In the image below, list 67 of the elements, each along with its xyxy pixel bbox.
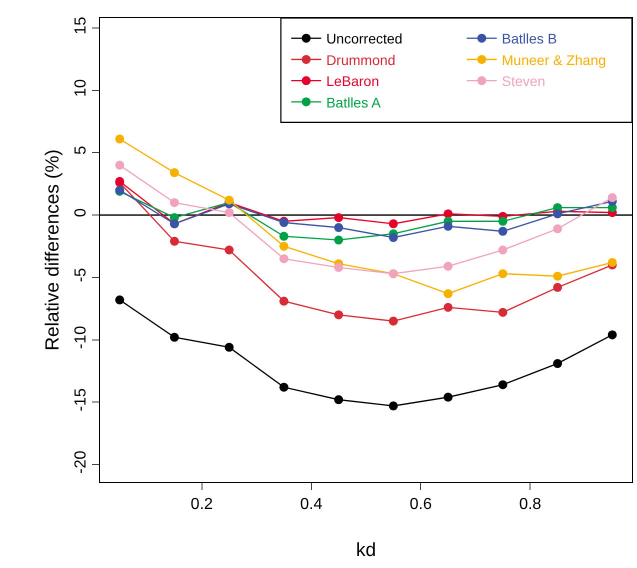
y-tick-label: 10 bbox=[72, 78, 90, 97]
legend-label: Uncorrected bbox=[326, 30, 402, 47]
x-axis-title: kd bbox=[356, 540, 376, 561]
point bbox=[498, 216, 508, 226]
x-tick-label: 0.6 bbox=[410, 496, 432, 514]
legend-label: Steven bbox=[502, 73, 546, 90]
point bbox=[498, 380, 508, 390]
point bbox=[279, 296, 288, 306]
point bbox=[224, 196, 234, 205]
point bbox=[170, 236, 179, 246]
point bbox=[444, 302, 453, 312]
point bbox=[444, 392, 453, 402]
point bbox=[608, 330, 617, 340]
x-tick-label: 0.4 bbox=[300, 496, 322, 514]
point bbox=[115, 295, 124, 304]
y-tick-label: -5 bbox=[72, 268, 90, 282]
legend-label: Batlles B bbox=[502, 30, 558, 47]
point bbox=[334, 310, 344, 320]
point bbox=[334, 395, 344, 404]
point bbox=[279, 232, 288, 241]
point bbox=[608, 193, 617, 202]
y-tick-label: -20 bbox=[72, 450, 90, 474]
point bbox=[334, 223, 344, 232]
point bbox=[170, 332, 179, 342]
point bbox=[279, 382, 288, 392]
x-tick-label: 0.8 bbox=[519, 496, 542, 514]
point bbox=[279, 254, 288, 264]
point bbox=[444, 262, 453, 271]
point bbox=[498, 308, 508, 317]
y-tick-label: 5 bbox=[72, 146, 90, 155]
legend-label: Batlles A bbox=[326, 94, 382, 110]
y-tick-label: 15 bbox=[72, 16, 90, 34]
point bbox=[279, 242, 288, 251]
point bbox=[388, 316, 398, 326]
legend-label: Muneer & Zhang bbox=[502, 52, 606, 68]
point bbox=[553, 272, 562, 281]
point bbox=[498, 246, 508, 254]
x-tick-label: 0.2 bbox=[190, 496, 214, 514]
y-tick-label: -10 bbox=[72, 326, 90, 349]
point bbox=[444, 289, 453, 298]
legend-label: Drummond bbox=[326, 52, 396, 68]
point bbox=[170, 168, 179, 178]
y-tick-label: -15 bbox=[72, 388, 90, 412]
point bbox=[334, 236, 344, 245]
point bbox=[388, 233, 398, 242]
point bbox=[224, 246, 234, 254]
point bbox=[334, 262, 344, 272]
point bbox=[115, 134, 124, 144]
legend-label: LeBaron bbox=[326, 73, 380, 90]
point bbox=[115, 160, 124, 170]
point bbox=[553, 359, 562, 368]
y-axis-title: Relative differences (%) bbox=[42, 149, 64, 351]
point bbox=[224, 342, 234, 352]
point bbox=[498, 269, 508, 278]
point bbox=[224, 208, 234, 218]
point bbox=[444, 209, 453, 218]
point bbox=[608, 258, 617, 267]
point bbox=[498, 226, 508, 236]
point bbox=[553, 224, 562, 234]
point bbox=[553, 282, 562, 292]
y-tick-label: 0 bbox=[72, 208, 90, 218]
point bbox=[334, 213, 344, 222]
point bbox=[388, 401, 398, 410]
point bbox=[553, 209, 562, 218]
point bbox=[388, 219, 398, 228]
point bbox=[170, 198, 179, 208]
point bbox=[444, 222, 453, 231]
